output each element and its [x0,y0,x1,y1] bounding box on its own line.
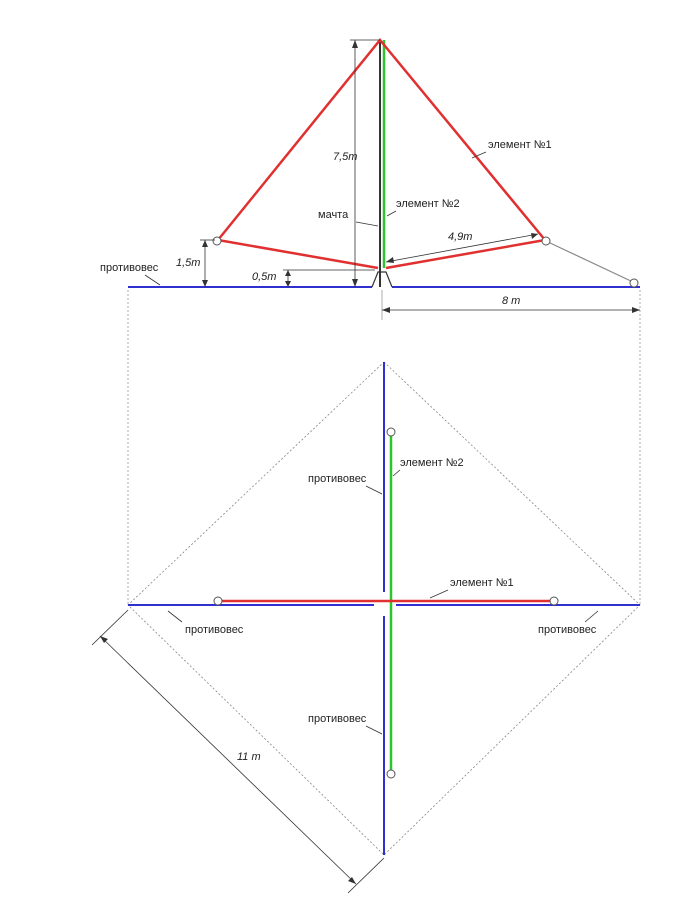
dim-counterpoise-length: 8 m [502,295,520,307]
dim-leg-length: 4,9m [448,231,472,243]
plan-view: 11 m элемент №2 противовес элемент №1 пр… [91,361,641,894]
dim-mast-height: 7,5m [333,151,357,163]
label-counterpoise-plan-left: противовес [185,624,244,636]
dim-feed-height: 0,5m [252,271,276,283]
label-element-2-plan: элемент №2 [400,457,464,469]
label-counterpoise-side: противовес [100,262,159,274]
side-view: 7,5m 1,5m 0,5m 4,9m 8 m элемент №1 элеме… [100,38,641,605]
label-element-2-side: элемент №2 [396,198,460,210]
label-counterpoise-plan-right: противовес [538,624,597,636]
plan-insulator-bottom [386,769,396,779]
plan-insulator-left [213,596,223,606]
guy-line [547,241,634,283]
insulator-left [212,236,222,246]
plan-insulator-top [386,427,396,437]
label-mast: мачта [318,209,349,221]
plan-insulator-right [549,596,559,606]
dim-element-end-height: 1,5m [176,257,200,269]
label-element-1-side: элемент №1 [488,139,552,151]
anchor-right [629,278,639,288]
label-element-1-plan: элемент №1 [450,577,514,589]
dim-square-side: 11 m [237,751,261,763]
feed-point [371,271,393,288]
insulator-right [541,236,551,246]
label-counterpoise-plan-bottom: противовес [308,713,367,725]
label-counterpoise-plan-top: противовес [308,473,367,485]
side-element-1 [215,38,548,270]
